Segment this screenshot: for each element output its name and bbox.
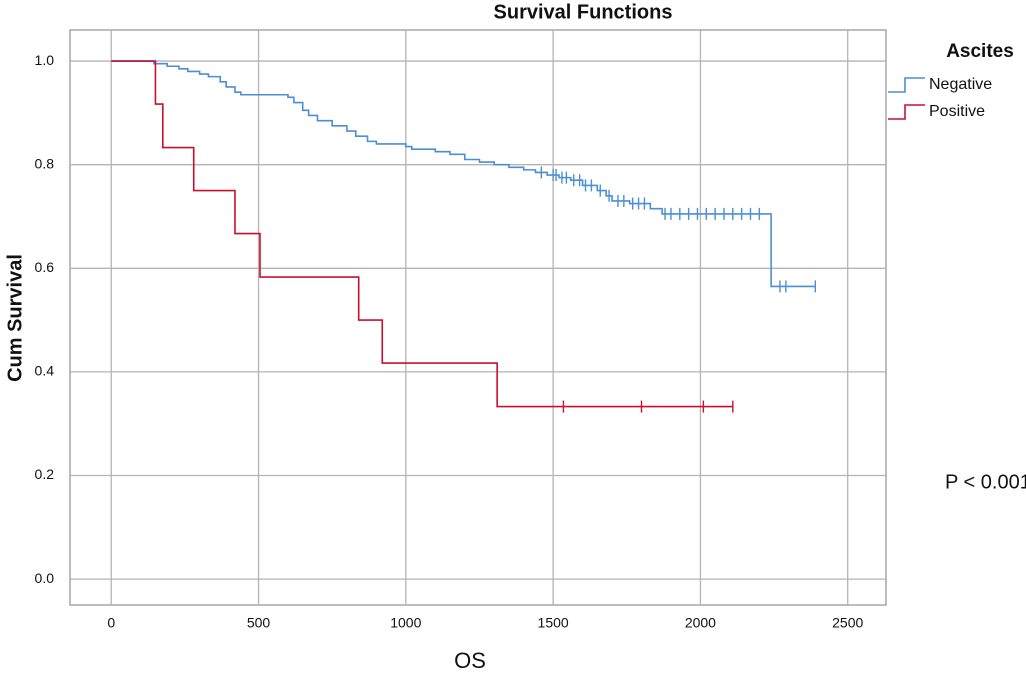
y-tick-label: 0.4 [35, 363, 55, 379]
x-axis-label: OS [454, 648, 486, 673]
y-tick-label: 0.0 [35, 570, 55, 586]
legend-title: Ascites [946, 41, 1014, 62]
survival-curve [111, 60, 816, 288]
chart-title: Survival Functions [494, 1, 673, 23]
x-tick-label: 2500 [832, 615, 863, 631]
x-tick-label: 1500 [538, 615, 569, 631]
y-tick-label: 0.6 [35, 259, 55, 275]
legend-label: Negative [929, 76, 992, 93]
y-tick-label: 1.0 [35, 52, 55, 68]
y-axis-label: Cum Survival [4, 254, 26, 382]
y-tick-label: 0.2 [35, 466, 55, 482]
annotation: P < 0.001 [945, 471, 1026, 493]
plot-frame [69, 29, 887, 606]
x-tick-label: 0 [107, 615, 115, 631]
y-tick-label: 0.8 [35, 155, 55, 171]
legend-label: Positive [929, 103, 985, 120]
legend-swatch [888, 104, 925, 120]
survival-curve [111, 60, 733, 408]
x-tick-label: 500 [247, 615, 271, 631]
x-tick-label: 1000 [390, 615, 421, 631]
legend-swatch [888, 77, 925, 93]
x-tick-label: 2000 [685, 615, 716, 631]
